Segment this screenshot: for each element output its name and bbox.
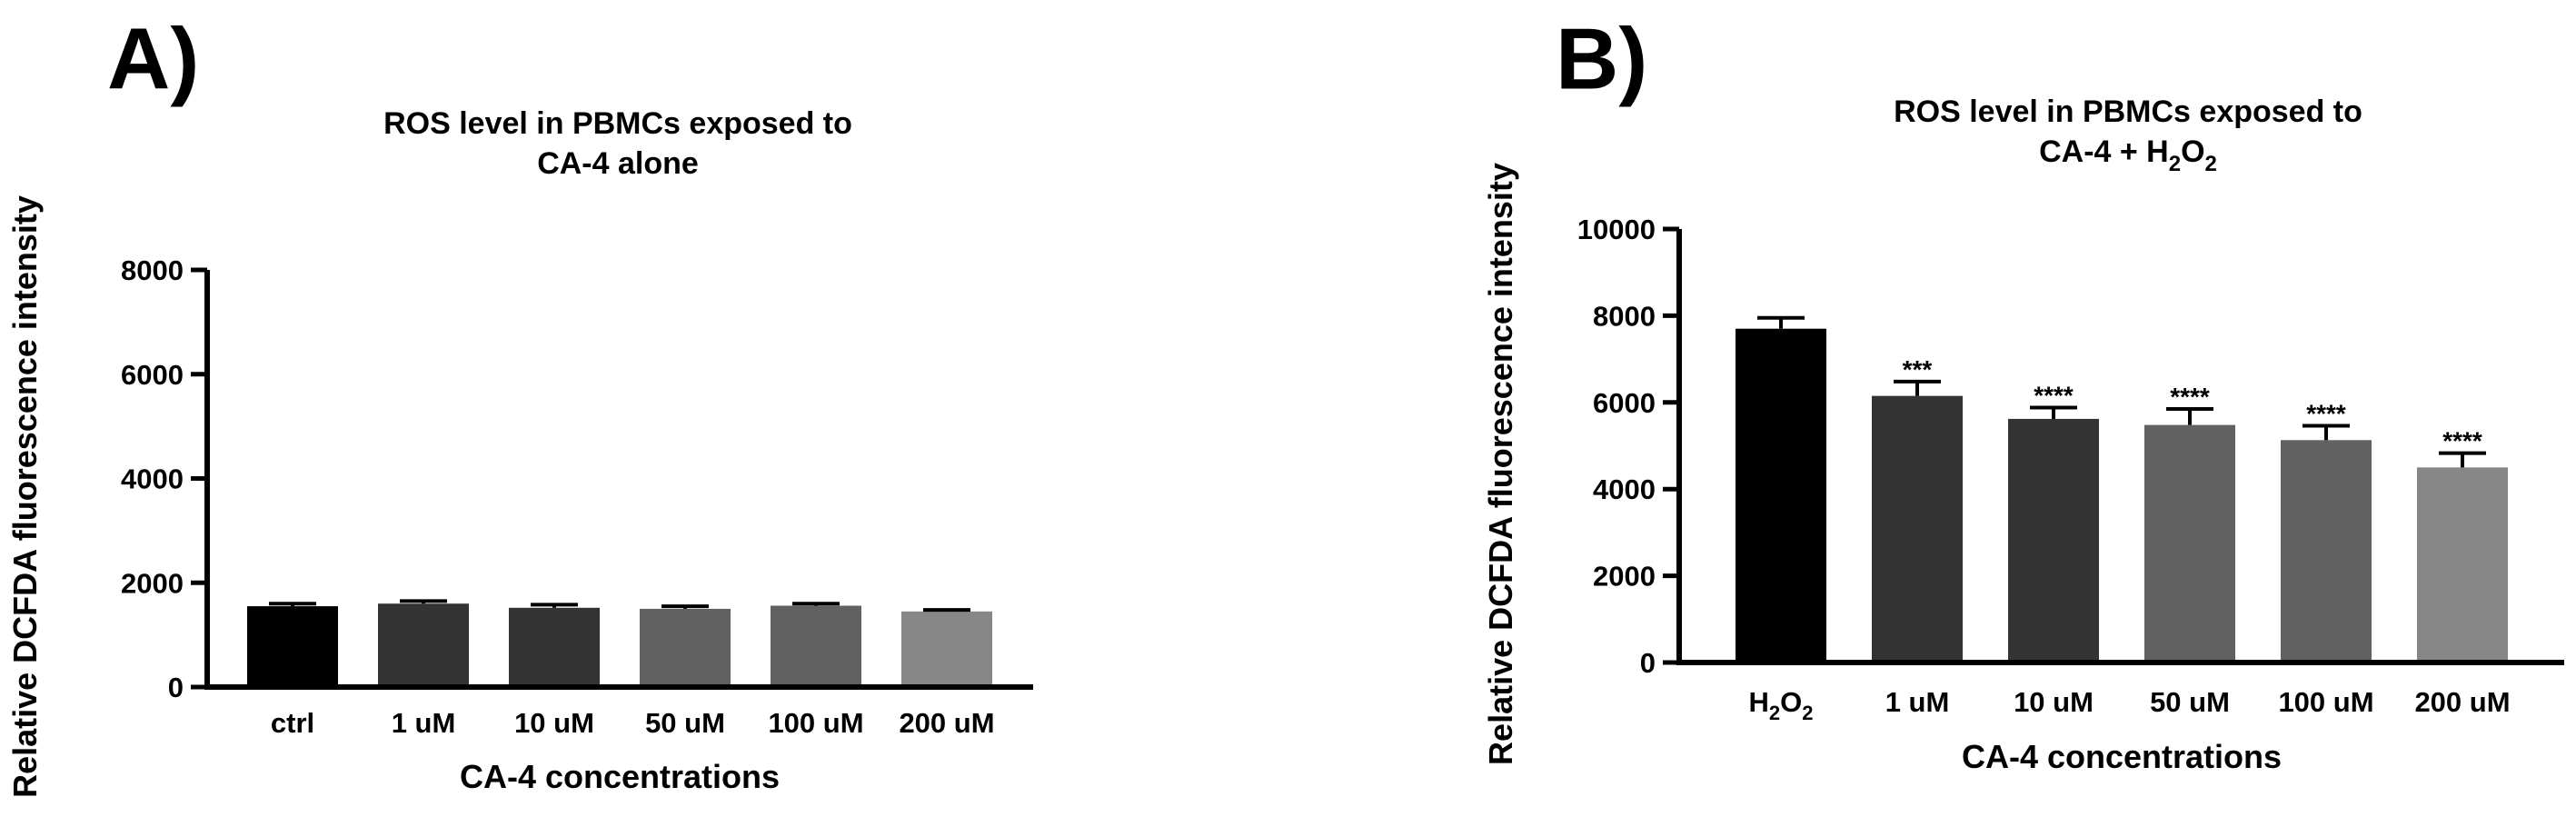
y-axis-label: Relative DCFDA fluorescence intensity — [6, 195, 44, 798]
x-axis-label: CA-4 concentrations — [460, 758, 780, 795]
y-tick-label: 4000 — [1593, 473, 1656, 505]
panel-label: A) — [107, 10, 199, 107]
chart-title-line: ROS level in PBMCs exposed to — [1894, 95, 2362, 129]
significance-label: **** — [2442, 427, 2482, 455]
x-tick-label: 50 uM — [645, 707, 725, 739]
y-tick-label: 0 — [1640, 647, 1656, 679]
chart-title-line: CA-4 alone — [537, 146, 699, 181]
bar — [509, 607, 600, 687]
chart-title-line: ROS level in PBMCs exposed to — [383, 106, 852, 141]
text-segment: 200 uM — [2414, 686, 2510, 718]
bar — [901, 611, 992, 687]
x-tick-label: ctrl — [271, 707, 314, 739]
y-tick-label: 2000 — [1593, 561, 1656, 593]
text-segment: H — [1748, 686, 1768, 718]
x-tick-label: 10 uM — [514, 707, 594, 739]
text-segment: ROS level in PBMCs exposed to — [383, 106, 852, 141]
y-tick-label: 8000 — [1593, 300, 1656, 332]
significance-label: **** — [2306, 400, 2346, 428]
text-segment: 200 uM — [899, 707, 994, 739]
text-segment: 1 uM — [1885, 686, 1950, 718]
x-tick-label: 1 uM — [392, 707, 456, 739]
text-segment: 1 uM — [392, 707, 456, 739]
y-tick-label: 2000 — [121, 567, 184, 599]
subscript: 2 — [2169, 152, 2181, 176]
y-tick-label: 10000 — [1577, 214, 1656, 245]
x-tick-label: 50 uM — [2150, 686, 2230, 718]
text-segment: 100 uM — [768, 707, 863, 739]
significance-label: **** — [2170, 383, 2210, 411]
x-tick-label: 100 uM — [768, 707, 863, 739]
bar — [2281, 440, 2372, 663]
bar — [640, 608, 731, 687]
text-segment: 50 uM — [645, 707, 725, 739]
x-tick-label: 200 uM — [899, 707, 994, 739]
text-segment: 100 uM — [2278, 686, 2373, 718]
bar — [1736, 328, 1826, 663]
significance-label: **** — [2034, 382, 2074, 410]
x-tick-label: H2O2 — [1748, 686, 1813, 724]
bar — [2008, 418, 2099, 663]
x-tick-label: 1 uM — [1885, 686, 1950, 718]
y-axis-label: Relative DCFDA fluorescence intensity — [1482, 163, 1519, 765]
y-tick-label: 0 — [168, 672, 184, 703]
bar — [2144, 424, 2235, 663]
bar — [247, 606, 338, 687]
subscript: 2 — [2205, 152, 2217, 176]
y-tick-label: 4000 — [121, 463, 184, 495]
bar — [378, 603, 469, 687]
bar — [1872, 395, 1963, 663]
y-tick-label: 6000 — [121, 359, 184, 391]
x-tick-label: 100 uM — [2278, 686, 2373, 718]
text-segment: O — [1780, 686, 1802, 718]
x-tick-label: 10 uM — [2014, 686, 2094, 718]
text-segment: CA-4 + H — [2039, 135, 2169, 169]
chart-title-line: CA-4 + H2O2 — [2039, 135, 2217, 176]
text-segment: 10 uM — [514, 707, 594, 739]
text-segment: 10 uM — [2014, 686, 2094, 718]
bar — [2417, 467, 2508, 663]
text-segment: O — [2181, 135, 2204, 169]
y-tick-label: 6000 — [1593, 387, 1656, 419]
bar — [771, 605, 861, 687]
panel-label: B) — [1556, 10, 1647, 107]
x-axis-label: CA-4 concentrations — [1962, 738, 2282, 775]
chart-panel-a: A) ROS level in PBMCs exposed to CA-4 alon… — [6, 10, 1033, 798]
significance-label: *** — [1903, 355, 1933, 384]
x-tick-label: 200 uM — [2414, 686, 2510, 718]
text-segment: ROS level in PBMCs exposed to — [1894, 95, 2362, 129]
subscript: 2 — [1769, 702, 1780, 724]
y-tick-label: 8000 — [121, 254, 184, 286]
text-segment: 50 uM — [2150, 686, 2230, 718]
text-segment: CA-4 alone — [537, 146, 699, 181]
subscript: 2 — [1802, 702, 1813, 724]
text-segment: ctrl — [271, 707, 314, 739]
